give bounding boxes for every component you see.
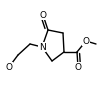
- Text: N: N: [39, 42, 45, 52]
- Text: O: O: [74, 63, 81, 72]
- Text: O: O: [83, 36, 89, 45]
- Text: O: O: [39, 11, 47, 19]
- Text: O: O: [6, 63, 13, 72]
